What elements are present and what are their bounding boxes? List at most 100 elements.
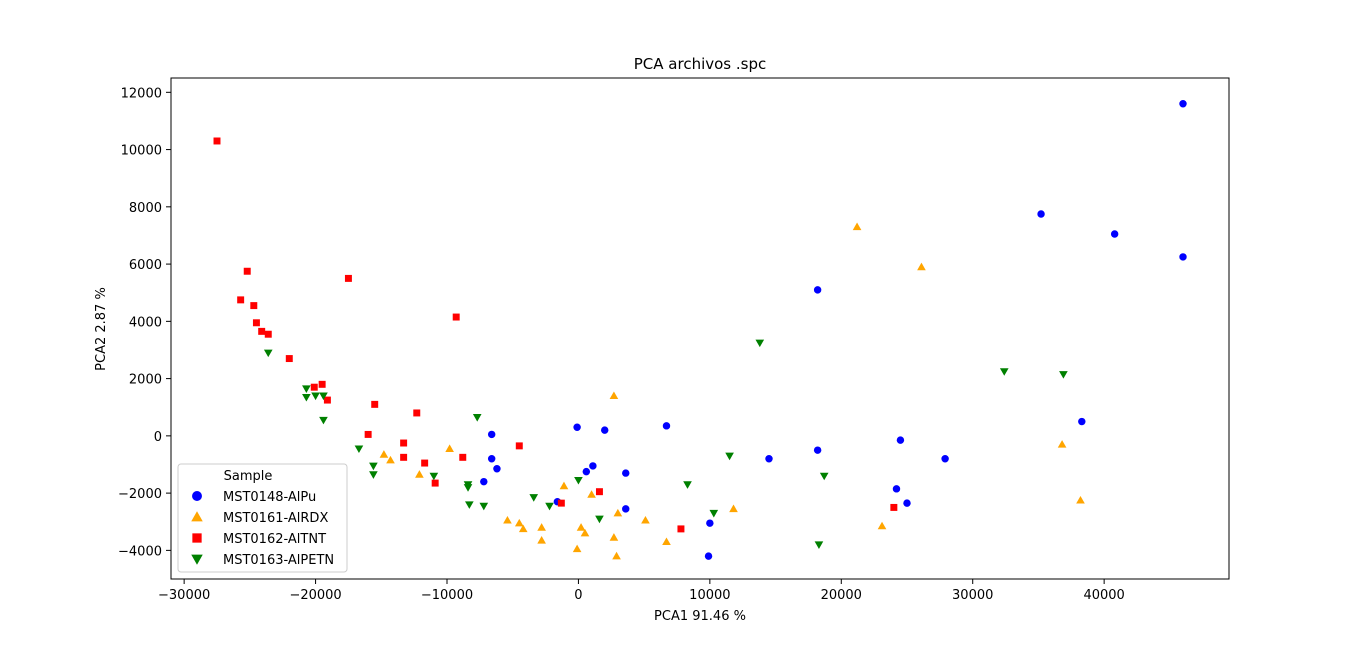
data-point [302, 393, 311, 402]
data-point [250, 302, 258, 310]
data-point [514, 518, 524, 527]
plot-area-frame [170, 77, 1230, 580]
legend-frame [177, 463, 348, 573]
data-point [452, 313, 460, 321]
data-point [545, 502, 554, 511]
data-point [400, 453, 408, 461]
data-point [264, 330, 272, 338]
data-point [243, 267, 251, 275]
legend-label: MST0161-AlRDX [223, 511, 328, 526]
data-point [493, 465, 501, 473]
y-tick-label: 4000 [129, 315, 162, 330]
x-tick-label: −20000 [289, 588, 341, 603]
data-point [371, 400, 379, 408]
y-tick-label: 12000 [121, 86, 162, 101]
legend-label: MST0162-AlTNT [223, 532, 326, 547]
data-point [503, 515, 512, 524]
data-point [515, 442, 523, 450]
data-point [413, 409, 421, 417]
data-point [364, 430, 372, 438]
data-point [877, 521, 887, 530]
y-tick-label: 2000 [129, 373, 162, 388]
data-point [463, 484, 473, 492]
y-tick-label: 0 [154, 430, 162, 445]
legend-items: MST0148-AlPu MST0161-AlRDX MST0162-AlTNT MS… [191, 490, 334, 568]
data-point [386, 455, 395, 464]
data-point [465, 501, 474, 509]
data-points [213, 100, 1187, 560]
x-tick-label: 40000 [1083, 588, 1124, 603]
data-point [529, 494, 539, 502]
legend-title: Sample [224, 469, 273, 484]
data-point [1110, 230, 1119, 238]
x-tick-label: 0 [574, 588, 582, 603]
data-point [896, 436, 905, 444]
data-point [813, 286, 822, 294]
data-point [400, 439, 408, 447]
data-point [252, 319, 260, 327]
data-point [1179, 253, 1187, 261]
data-point [589, 462, 597, 470]
x-tick-label: 30000 [952, 588, 993, 603]
data-point [318, 380, 326, 388]
data-point [572, 544, 582, 553]
data-point [518, 524, 528, 533]
y-tick-label: 10000 [121, 144, 162, 159]
data-point [421, 459, 429, 467]
data-point [580, 528, 590, 537]
data-point [258, 327, 266, 335]
data-point [892, 485, 901, 493]
data-point [459, 453, 467, 461]
data-point [576, 523, 586, 531]
data-point [480, 477, 488, 486]
y-axis-label: PCA2 2.87 % [94, 287, 109, 371]
data-point [479, 502, 489, 511]
data-point [302, 385, 311, 393]
data-point [311, 392, 320, 401]
data-point [487, 455, 496, 463]
data-point [1037, 210, 1045, 218]
data-point [612, 551, 621, 560]
data-point [609, 391, 619, 400]
data-point [1076, 495, 1085, 504]
data-point [725, 452, 734, 461]
x-tick-label: −30000 [158, 588, 210, 603]
y-tick-label: 8000 [129, 201, 162, 216]
data-point [472, 414, 482, 422]
data-point [819, 472, 829, 481]
x-tick-label: −10000 [421, 588, 473, 603]
data-point [582, 467, 591, 476]
data-point [1059, 371, 1068, 379]
data-point [573, 423, 581, 431]
chart-title: PCA archivos .spc [634, 55, 767, 73]
y-tick-label: −4000 [118, 544, 162, 559]
data-point [263, 349, 273, 358]
data-point [765, 455, 773, 463]
data-point [662, 422, 671, 430]
data-point [1078, 417, 1086, 426]
data-point [237, 296, 245, 304]
data-point [814, 541, 824, 549]
y-tick-label: −2000 [118, 487, 162, 502]
data-point [354, 445, 364, 454]
x-tick-label: 20000 [821, 588, 862, 603]
data-point [755, 339, 765, 348]
data-point [662, 537, 671, 546]
data-point [641, 515, 650, 524]
data-point [903, 499, 911, 507]
legend: Sample MST0148-AlPu MST0161-AlRDX MST0162-… [177, 463, 348, 573]
legend-label: MST0163-AlPETN [223, 553, 334, 568]
data-point [369, 471, 378, 479]
data-point [622, 505, 630, 513]
data-point [213, 137, 221, 145]
data-point [285, 355, 293, 363]
legend-marker [191, 511, 203, 522]
data-point [917, 262, 926, 271]
data-point [415, 470, 424, 478]
data-point [613, 508, 623, 517]
data-point [890, 503, 898, 511]
data-point [537, 536, 546, 544]
legend-marker [191, 554, 203, 565]
data-point [677, 525, 685, 533]
data-point [622, 469, 630, 477]
